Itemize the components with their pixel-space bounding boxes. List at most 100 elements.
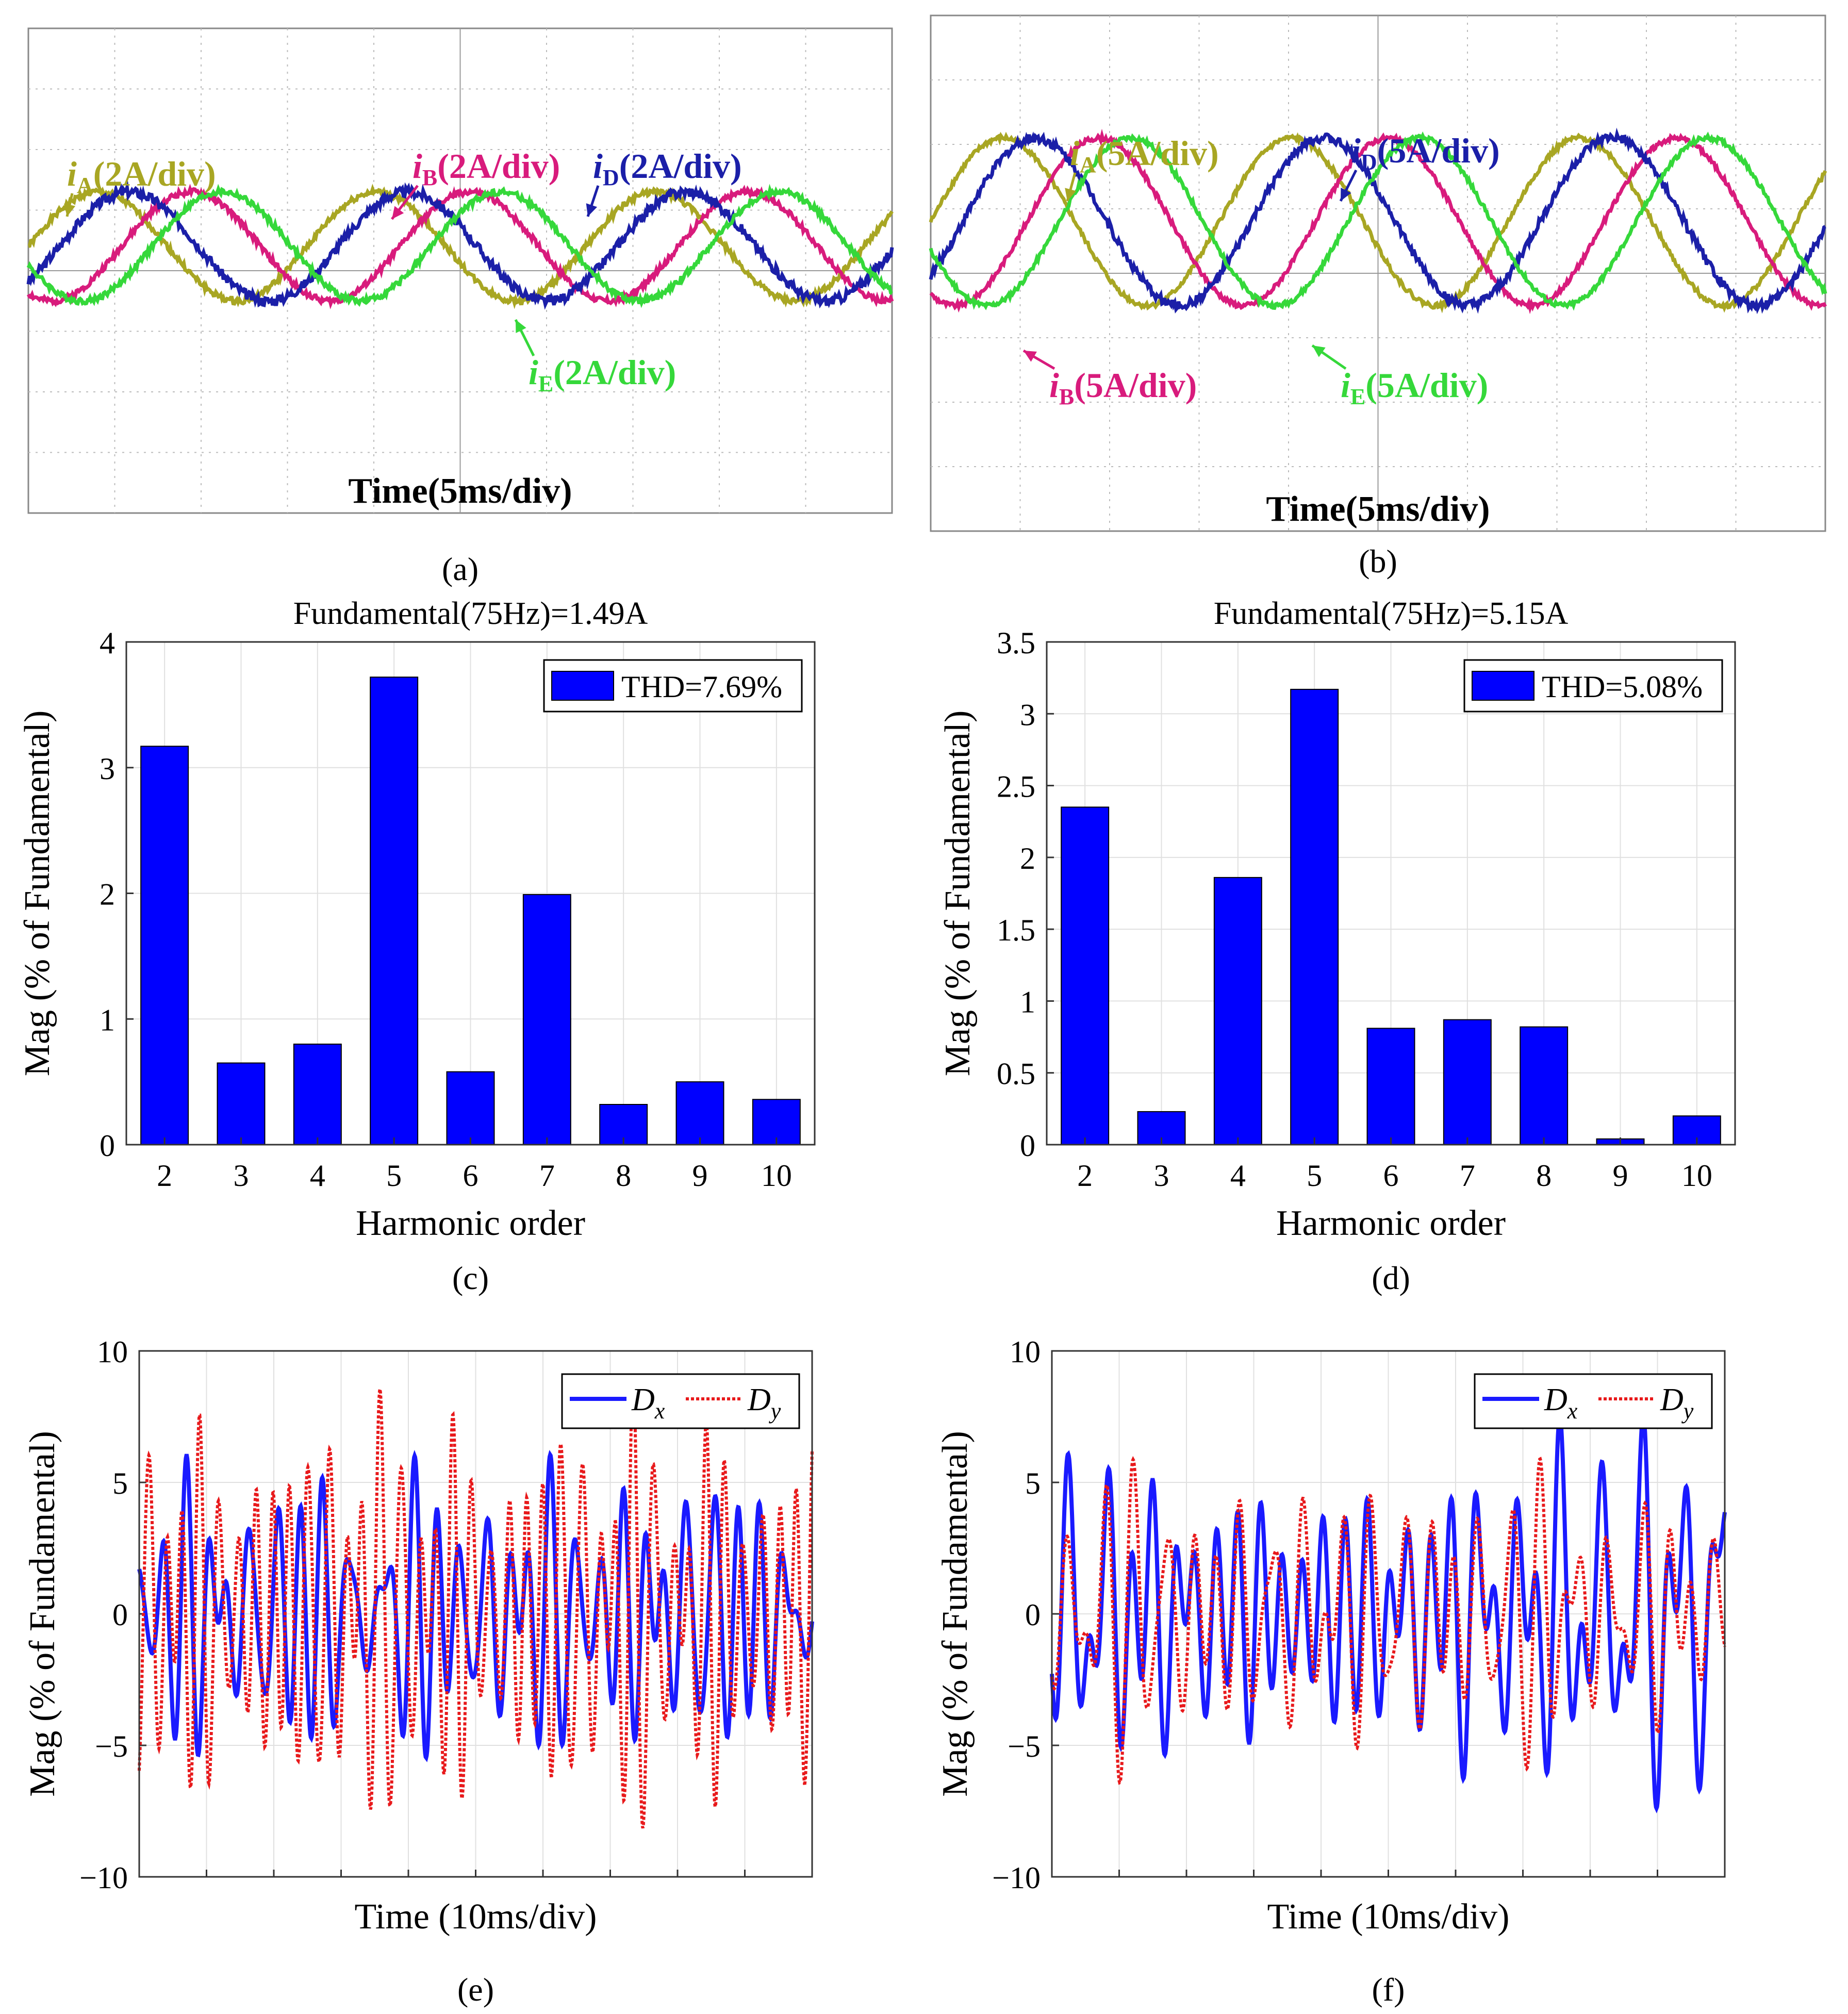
trace-arrowhead [1312,345,1326,357]
trace-label-iE: iE(5A/div) [1341,366,1488,409]
trace-arrowhead [1024,351,1037,362]
trace-arrowhead [516,320,526,333]
y-axis-label: Mag (% of Fundamental) [23,1431,62,1797]
legend-box [561,1373,800,1429]
legend-label: THD=5.08% [1542,670,1703,704]
x-axis-label: Time(5ms/div) [348,471,572,511]
trace-label-iD: iD(5A/div) [1351,131,1500,175]
y-tick-label: 4 [100,626,115,660]
y-tick-label: 2.5 [997,770,1035,804]
bar-8 [1520,1026,1569,1145]
trace-label-iE: iE(2A/div) [529,353,676,397]
trace-label-iA: iA(5A/div) [1070,134,1219,177]
x-tick-label: 4 [1230,1159,1246,1193]
chart-title: Fundamental(75Hz)=5.15A [1214,596,1569,631]
trace-arrowhead [1341,188,1351,201]
x-tick-label: 7 [1460,1159,1475,1193]
x-tick-label: 6 [1383,1159,1399,1193]
trace-arrowhead [1065,188,1077,201]
y-tick-label: 3.5 [997,626,1035,660]
y-tick-label: 0 [1020,1129,1035,1163]
oscilloscope-panel-a: iA(2A/div) iB(2A/div) iD(2A/div) iE(2A/div)… [26,27,894,587]
y-tick-label: 3 [1020,698,1035,732]
x-tick-label: 9 [692,1159,708,1193]
bar-5 [1290,688,1339,1145]
line-chart-f: −10 −5 0 5 10 Dx Dy Time (10ms/div) Mag (% of Fu… [935,1335,1727,2008]
x-tick-label: 2 [1077,1159,1093,1193]
panel-caption: (d) [1372,1260,1410,1296]
trace-iB [929,128,1827,315]
trace-iA [929,131,1827,313]
x-axis-label: Time (10ms/div) [1267,1897,1510,1937]
y-tick-label: 0 [1025,1598,1041,1632]
legend-label-Dx: Dx [1544,1382,1578,1424]
x-tick-label: 3 [234,1159,249,1193]
x-tick-label: 4 [310,1159,325,1193]
x-tick-label: 8 [1536,1159,1552,1193]
x-axis-label: Time (10ms/div) [355,1897,597,1937]
legend-swatch [551,671,614,701]
legend: Dx Dy [1474,1373,1713,1429]
legend: Dx Dy [561,1373,800,1429]
x-tick-label: 5 [386,1159,402,1193]
trace-label-iB: iB(2A/div) [412,146,560,190]
trace-iB [26,184,894,309]
trace-arrowhead [64,203,76,217]
trace-iD [929,127,1826,315]
legend-box [1474,1373,1713,1429]
bar-9 [675,1081,724,1145]
y-tick-label: 0 [100,1129,115,1163]
y-tick-label: −10 [992,1861,1041,1895]
legend: THD=7.69% [543,659,803,713]
bar-2 [140,746,189,1145]
y-tick-label: −5 [1008,1729,1041,1763]
bar-6 [446,1071,495,1145]
trace-arrowhead [586,203,598,217]
y-axis-label: Mag (% of Fundamental) [935,1431,975,1797]
y-tick-label: 1 [100,1003,115,1037]
bar-7 [522,894,571,1145]
x-tick-label: 8 [616,1159,631,1193]
y-tick-label: 5 [112,1466,128,1500]
bar-4 [293,1044,342,1145]
trace-label-iA: iA(2A/div) [67,154,216,198]
axes-frame [1046,641,1736,1146]
y-tick-label: 10 [97,1335,128,1369]
bar-4 [1213,877,1262,1146]
y-tick-label: 0 [112,1598,128,1632]
axes-frame [1051,1350,1726,1878]
y-tick-label: −10 [79,1861,128,1895]
y-tick-label: 2 [1020,841,1035,876]
y-tick-label: 3 [100,752,115,786]
y-tick-label: 5 [1025,1466,1041,1500]
y-tick-label: 1 [1020,985,1035,1019]
y-axis-label: Mag (% of Fundamental) [938,711,978,1077]
series-Dy [138,1374,814,1829]
trace-label-iB: iB(5A/div) [1049,366,1197,409]
bar-7 [1443,1019,1492,1145]
y-tick-label: 0.5 [997,1057,1035,1091]
legend-label-Dy: Dy [747,1382,781,1424]
trace-iD [26,180,894,310]
bar-chart-d: 0 0.5 1 1.5 2 2.5 3 3.5 2 3 4 5 6 7 8 9 10 THD=5.08% Funda… [938,596,1736,1296]
panel-caption: (a) [442,551,478,587]
x-axis-label: Harmonic order [356,1203,585,1243]
panel-caption: (e) [457,1971,494,2008]
bar-5 [370,676,419,1145]
y-axis-label: Mag (% of Fundamental) [18,711,57,1077]
series-Dy [1050,1456,1726,1785]
bar-3 [217,1062,266,1145]
trace-iE [929,131,1827,311]
axes-frame [125,641,816,1146]
oscilloscope-panel-b: iA(5A/div) iB(5A/div) iD(5A/div) iE(5A/div)… [929,14,1827,580]
y-tick-label: 1.5 [997,913,1035,947]
axes-frame [138,1350,813,1878]
x-tick-label: 6 [463,1159,478,1193]
bar-2 [1061,806,1110,1146]
trace-iA [27,184,894,309]
legend-label-Dy: Dy [1660,1382,1694,1424]
panel-caption: (f) [1372,1971,1405,2008]
x-tick-label: 9 [1613,1159,1628,1193]
x-tick-label: 10 [761,1159,792,1193]
x-axis-label: Harmonic order [1276,1203,1506,1243]
